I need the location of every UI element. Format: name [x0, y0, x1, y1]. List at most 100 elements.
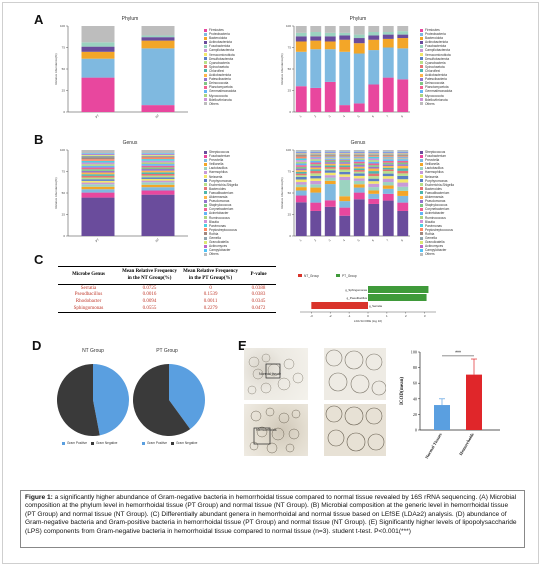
legend-swatch	[204, 228, 207, 232]
legend-swatch	[420, 248, 423, 252]
stack-segment	[368, 178, 380, 182]
stack-segment	[339, 152, 351, 154]
legend-swatch	[420, 232, 423, 236]
legend-label: Gemmatimonadota	[209, 89, 237, 94]
x-axis-label: LDA SCORE (log 10)	[354, 319, 382, 323]
y-tick-label: 40	[413, 396, 417, 401]
stack-segment	[310, 210, 322, 236]
stack-segment	[295, 166, 307, 169]
y-tick-label: 75	[62, 170, 66, 174]
stack-segment	[353, 158, 365, 161]
stack-segment	[382, 164, 394, 167]
legend-label: Bacteroides	[425, 186, 442, 191]
legend-swatch	[420, 252, 423, 256]
legend-item: Ruminococcus	[420, 216, 454, 220]
header-pvalue: P-value	[241, 266, 276, 285]
stack-segment	[339, 157, 351, 159]
stack-segment	[339, 158, 351, 159]
stack-segment	[310, 156, 322, 158]
x-tick-label: 4	[342, 114, 346, 118]
cell-p: 0.0388	[251, 285, 266, 291]
stack-segment	[368, 154, 380, 156]
legend-label: Pseudomonas	[209, 199, 230, 204]
legend-item: Firmicutes	[204, 28, 236, 32]
stack-segment	[397, 190, 409, 196]
stack-segment	[81, 154, 115, 156]
legend-item: Faecalibacterium	[204, 191, 238, 195]
caption-label: Figure 1:	[25, 494, 53, 501]
stack-segment	[368, 161, 380, 164]
y-tick-label: 75	[288, 170, 292, 174]
legend-swatch	[420, 244, 423, 248]
stack-segment	[81, 42, 115, 47]
stack-segment	[368, 39, 380, 51]
legend-label: Campylobacter	[425, 248, 447, 253]
legend-swatch	[204, 236, 207, 240]
stack-segment	[339, 39, 351, 52]
y-tick-label: 80	[413, 365, 417, 370]
stack-segment	[141, 40, 175, 49]
stack-segment	[310, 164, 322, 166]
stack-segment	[81, 167, 115, 170]
stack-segment	[382, 155, 394, 156]
legend-swatch	[420, 179, 423, 183]
stack-segment	[141, 177, 175, 179]
legend-item: Campylobacter	[204, 248, 238, 252]
legend-swatch	[204, 94, 207, 98]
stack-segment	[339, 174, 351, 177]
legend-item: Granulicatella	[204, 240, 238, 244]
legend-swatch	[204, 179, 207, 183]
stack-segment	[397, 155, 409, 157]
stack-segment	[368, 155, 380, 157]
legend-swatch	[420, 150, 423, 154]
stack-segment	[339, 151, 351, 153]
stack-segment	[295, 161, 307, 164]
pie-pt-title: PT Group	[156, 348, 178, 354]
panel-label-a: A	[34, 12, 44, 27]
stack-segment	[81, 174, 115, 176]
legend-label: Ruminococcus	[209, 215, 230, 220]
legend-item: Actinobacteriota	[420, 40, 452, 44]
y-tick-label: 100	[286, 24, 291, 28]
legend-label: Corynebacterium	[425, 207, 450, 212]
legend-label: Acinetobacter	[209, 211, 229, 216]
stack-segment	[382, 159, 394, 161]
legend-item: Spirochaetota	[420, 65, 452, 69]
stack-segment	[310, 169, 322, 171]
stack-segment	[141, 184, 175, 188]
legend-gram-positive: Gram Positive	[67, 441, 88, 445]
legend-swatch	[204, 183, 207, 187]
stack-segment	[339, 35, 351, 40]
legend-swatch	[204, 195, 207, 199]
legend-item: Blautia	[420, 220, 454, 224]
x-tick-label: 8	[400, 238, 404, 242]
stack-segment	[141, 187, 175, 191]
y-tick-label: 100	[411, 350, 417, 355]
stack-segment	[353, 184, 365, 188]
stack-segment	[141, 182, 175, 185]
stack-segment	[310, 32, 322, 37]
legend-label: Acinetobacter	[425, 211, 445, 216]
legend-item: Others	[204, 102, 236, 106]
cell-nt: 0.0555	[119, 305, 181, 314]
legend-swatch	[204, 81, 207, 85]
stack-segment	[368, 168, 380, 172]
cell-genus: Rhodobacter	[75, 299, 102, 305]
stack-segment	[81, 175, 115, 178]
legend-swatch	[420, 187, 423, 191]
stack-segment	[397, 34, 409, 39]
stack-segment	[368, 176, 380, 179]
stack-segment	[295, 51, 307, 87]
y-tick-label: 25	[288, 213, 292, 217]
legend-label-pt: PT_Group	[342, 274, 357, 278]
header-nt-freq: Mean Relative Frequency in the NT Group(…	[119, 266, 181, 285]
legend-item: Bdellovibrionota	[420, 98, 452, 102]
legend-swatch	[420, 228, 423, 232]
stack-segment	[310, 154, 322, 156]
stack-segment	[339, 150, 351, 152]
stack-segment	[141, 175, 175, 178]
legend-label: Neisseria	[425, 174, 439, 179]
stack-segment	[397, 210, 409, 236]
legend-swatch	[204, 166, 207, 170]
panel-a-sample-stacked-bar-chart: 0 25 50 75 100 Relative Abundance(%) 1 2 3 4 5 6 7 8	[280, 24, 410, 118]
